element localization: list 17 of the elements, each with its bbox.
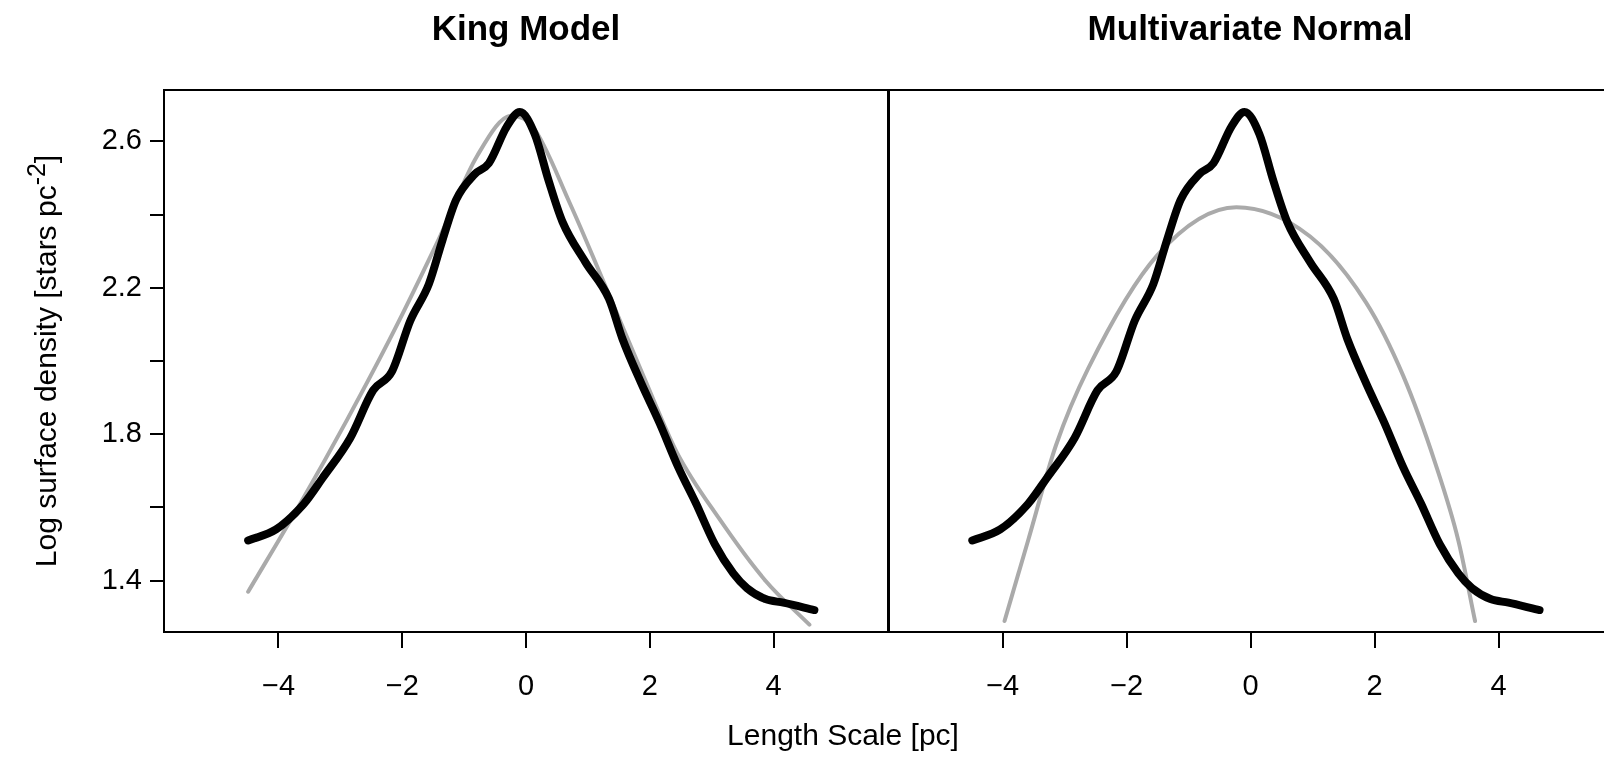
- y-tick-label: 2.6: [101, 123, 142, 156]
- x-tick-label: −2: [1110, 669, 1144, 702]
- x-tick-label: −2: [385, 669, 419, 702]
- x-tick-label: −4: [261, 669, 296, 702]
- y-tick-label: 2.2: [101, 269, 142, 302]
- chart-title: King Model: [430, 8, 622, 48]
- x-tick-label: 2: [641, 669, 658, 702]
- x-tick-label: 2: [1366, 669, 1383, 702]
- x-tick-label: −4: [986, 669, 1020, 702]
- x-axis-title: Length Scale [pc]: [727, 718, 959, 752]
- y-tick-label: 1.8: [101, 416, 142, 449]
- y-tick-label: 1.4: [101, 562, 142, 595]
- x-tick-label: 4: [1490, 669, 1507, 702]
- chart-title: Multivariate Normal: [1086, 8, 1414, 48]
- x-tick-label: 0: [1242, 669, 1259, 702]
- x-tick-label: 4: [765, 669, 782, 702]
- x-tick-label: 0: [517, 669, 535, 702]
